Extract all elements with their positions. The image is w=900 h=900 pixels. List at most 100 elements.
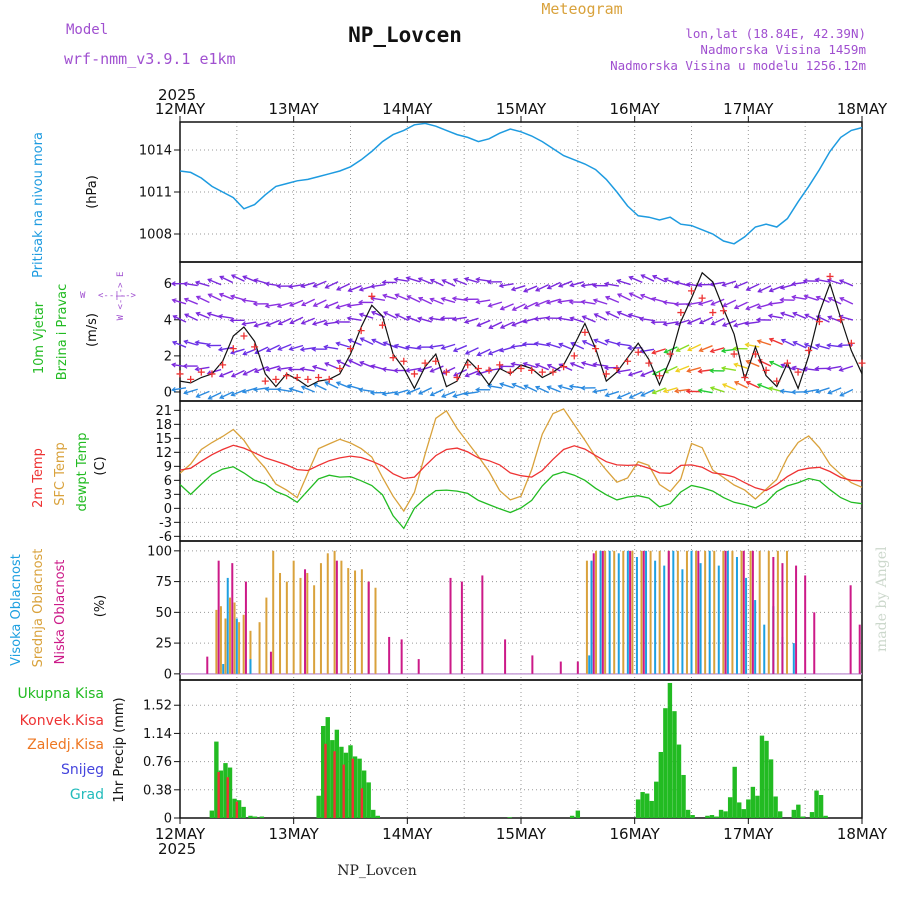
ytick-label: 25 [155, 637, 172, 652]
wind-arrow [628, 313, 643, 320]
wind-arrow [641, 274, 655, 282]
model-name: wrf-nmm_v3.9.1 e1km [64, 50, 236, 68]
wind-arrowhead [347, 359, 353, 364]
wind-arrow [429, 344, 444, 349]
wind-arrow [793, 341, 807, 349]
wind-arrow [418, 317, 432, 323]
wind-arrow [442, 279, 456, 287]
wind-arrow [523, 285, 538, 293]
wind-arrowhead [428, 316, 434, 322]
wind-arrowhead [475, 387, 480, 393]
wind-arrow [254, 346, 269, 354]
ytick-label: 50 [155, 606, 172, 621]
wind-arrowhead [393, 276, 399, 282]
wind-arrowhead [697, 300, 704, 306]
wind-arrow [511, 344, 526, 348]
wind-arrow [581, 362, 596, 368]
wind-arrow [243, 367, 257, 376]
xtick-label-bottom: 14MAY [382, 825, 433, 843]
wind-arrowhead [242, 370, 248, 376]
wind-arrowhead [416, 344, 422, 350]
wind-arrowhead [230, 391, 236, 397]
cloud-low-bar [724, 550, 727, 674]
cloud-high-bar [754, 600, 757, 674]
cloud-low-bar [244, 581, 247, 674]
wind-arrow [499, 346, 514, 352]
wind-gust-marker [197, 368, 205, 376]
wind-arrowhead [254, 349, 260, 355]
wind-arrowhead [826, 342, 832, 348]
cloud-mid-bar [326, 553, 329, 674]
wind-arrow [430, 279, 444, 287]
wind-arrow [242, 275, 257, 283]
wind-arrow [746, 381, 760, 389]
wind-arrowhead [557, 384, 563, 390]
wind-direction-key: W <-|-> E W <--|--> [80, 272, 137, 321]
wind-arrowhead [779, 388, 785, 394]
cloud-mid-bar [347, 568, 350, 674]
wind-arrowhead [382, 341, 388, 346]
cloud-low-label: Niska Oblacnost [53, 560, 68, 665]
wind-arrow [336, 342, 351, 348]
wind-arrowhead [207, 394, 213, 400]
wind-arrow [242, 299, 257, 303]
wind-arrowhead [756, 304, 762, 310]
wind-gust-marker [336, 365, 344, 373]
wind-arrow [605, 390, 620, 397]
wind-arrowhead [767, 313, 773, 319]
wind-arrow [231, 274, 245, 282]
wind-arrowhead [452, 278, 458, 283]
wind-arrowhead [592, 388, 598, 394]
wind-arrow [173, 315, 187, 323]
wind-arrow [394, 278, 409, 282]
cloud-mid-bar [229, 597, 232, 674]
year-bottom: 2025 [158, 840, 196, 858]
wind-arrow [641, 389, 655, 397]
wind-arrow [406, 367, 421, 372]
wind-arrowhead [311, 364, 318, 370]
wind-arrow [733, 321, 748, 327]
cloud-mid-bar [740, 550, 743, 674]
wind-arrow [172, 387, 187, 391]
wind-arrow [406, 387, 421, 395]
cloud-high-bar [699, 563, 702, 674]
wind-axis-label-2: Brzina i Pravac [55, 284, 70, 381]
wind-arrowhead [229, 294, 236, 300]
wind-arrowhead [195, 311, 201, 317]
ytick-label: -6 [159, 530, 172, 545]
wind-arrowhead [745, 305, 751, 311]
wind-arrow [664, 346, 678, 354]
wind-gust-marker [357, 327, 365, 335]
wind-arrow [710, 281, 725, 286]
cloud-low-bar [304, 569, 307, 674]
wind-arrowhead [697, 282, 703, 288]
wind-arrowhead [744, 320, 750, 326]
wind-arrowhead [675, 367, 681, 373]
wind-arrowhead [429, 297, 435, 303]
wind-arrow [559, 363, 573, 372]
cloud-low-bar [367, 581, 370, 674]
wind-arrowhead [627, 371, 633, 377]
wind-arrow [640, 348, 655, 353]
wind-axis-label-1: 10m Vjetar [32, 301, 47, 374]
wind-arrow [230, 348, 245, 354]
wind-arrow [734, 301, 748, 309]
cloud-low-bar [231, 563, 234, 674]
cloud-low-bar [849, 585, 852, 674]
wind-arrowhead [698, 347, 704, 353]
wind-arrow [534, 342, 549, 347]
cloud-high-bar [654, 560, 657, 674]
wind-arrow [359, 361, 374, 369]
wind-arrowhead [218, 292, 224, 298]
cloud-low-bar [335, 560, 338, 674]
cloud-mid-bar [640, 550, 643, 674]
wind-arrowhead [650, 319, 656, 325]
wind-arrowhead [439, 315, 445, 321]
wind-arrow [640, 369, 655, 377]
wind-arrowhead [194, 340, 200, 346]
wind-arrow [827, 316, 842, 323]
precip-total-bar [777, 811, 783, 818]
wind-gust-marker [666, 350, 674, 358]
precip-total-bar [348, 745, 353, 818]
wind-arrow [535, 299, 549, 307]
